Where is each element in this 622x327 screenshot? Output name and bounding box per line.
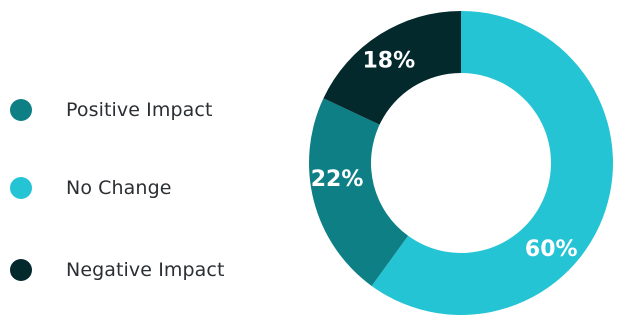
legend: Positive Impact No Change Negative Impac… xyxy=(0,0,290,327)
legend-dot-negative-impact xyxy=(10,259,32,281)
donut-slice-positive-impact xyxy=(308,98,409,286)
slice-label-no-change: 60% xyxy=(525,237,578,262)
legend-item-negative-impact: Negative Impact xyxy=(10,256,225,284)
legend-dot-no-change xyxy=(10,177,32,199)
slice-label-positive-impact: 22% xyxy=(311,167,364,192)
legend-item-no-change: No Change xyxy=(10,174,172,202)
donut-slice-no-change xyxy=(371,11,614,315)
donut-slice-negative-impact xyxy=(323,11,461,125)
legend-item-positive-impact: Positive Impact xyxy=(10,96,213,124)
slice-label-negative-impact: 18% xyxy=(362,48,415,73)
legend-label-positive-impact: Positive Impact xyxy=(66,99,213,121)
legend-label-no-change: No Change xyxy=(66,177,172,199)
legend-label-negative-impact: Negative Impact xyxy=(66,259,225,281)
legend-dot-positive-impact xyxy=(10,99,32,121)
